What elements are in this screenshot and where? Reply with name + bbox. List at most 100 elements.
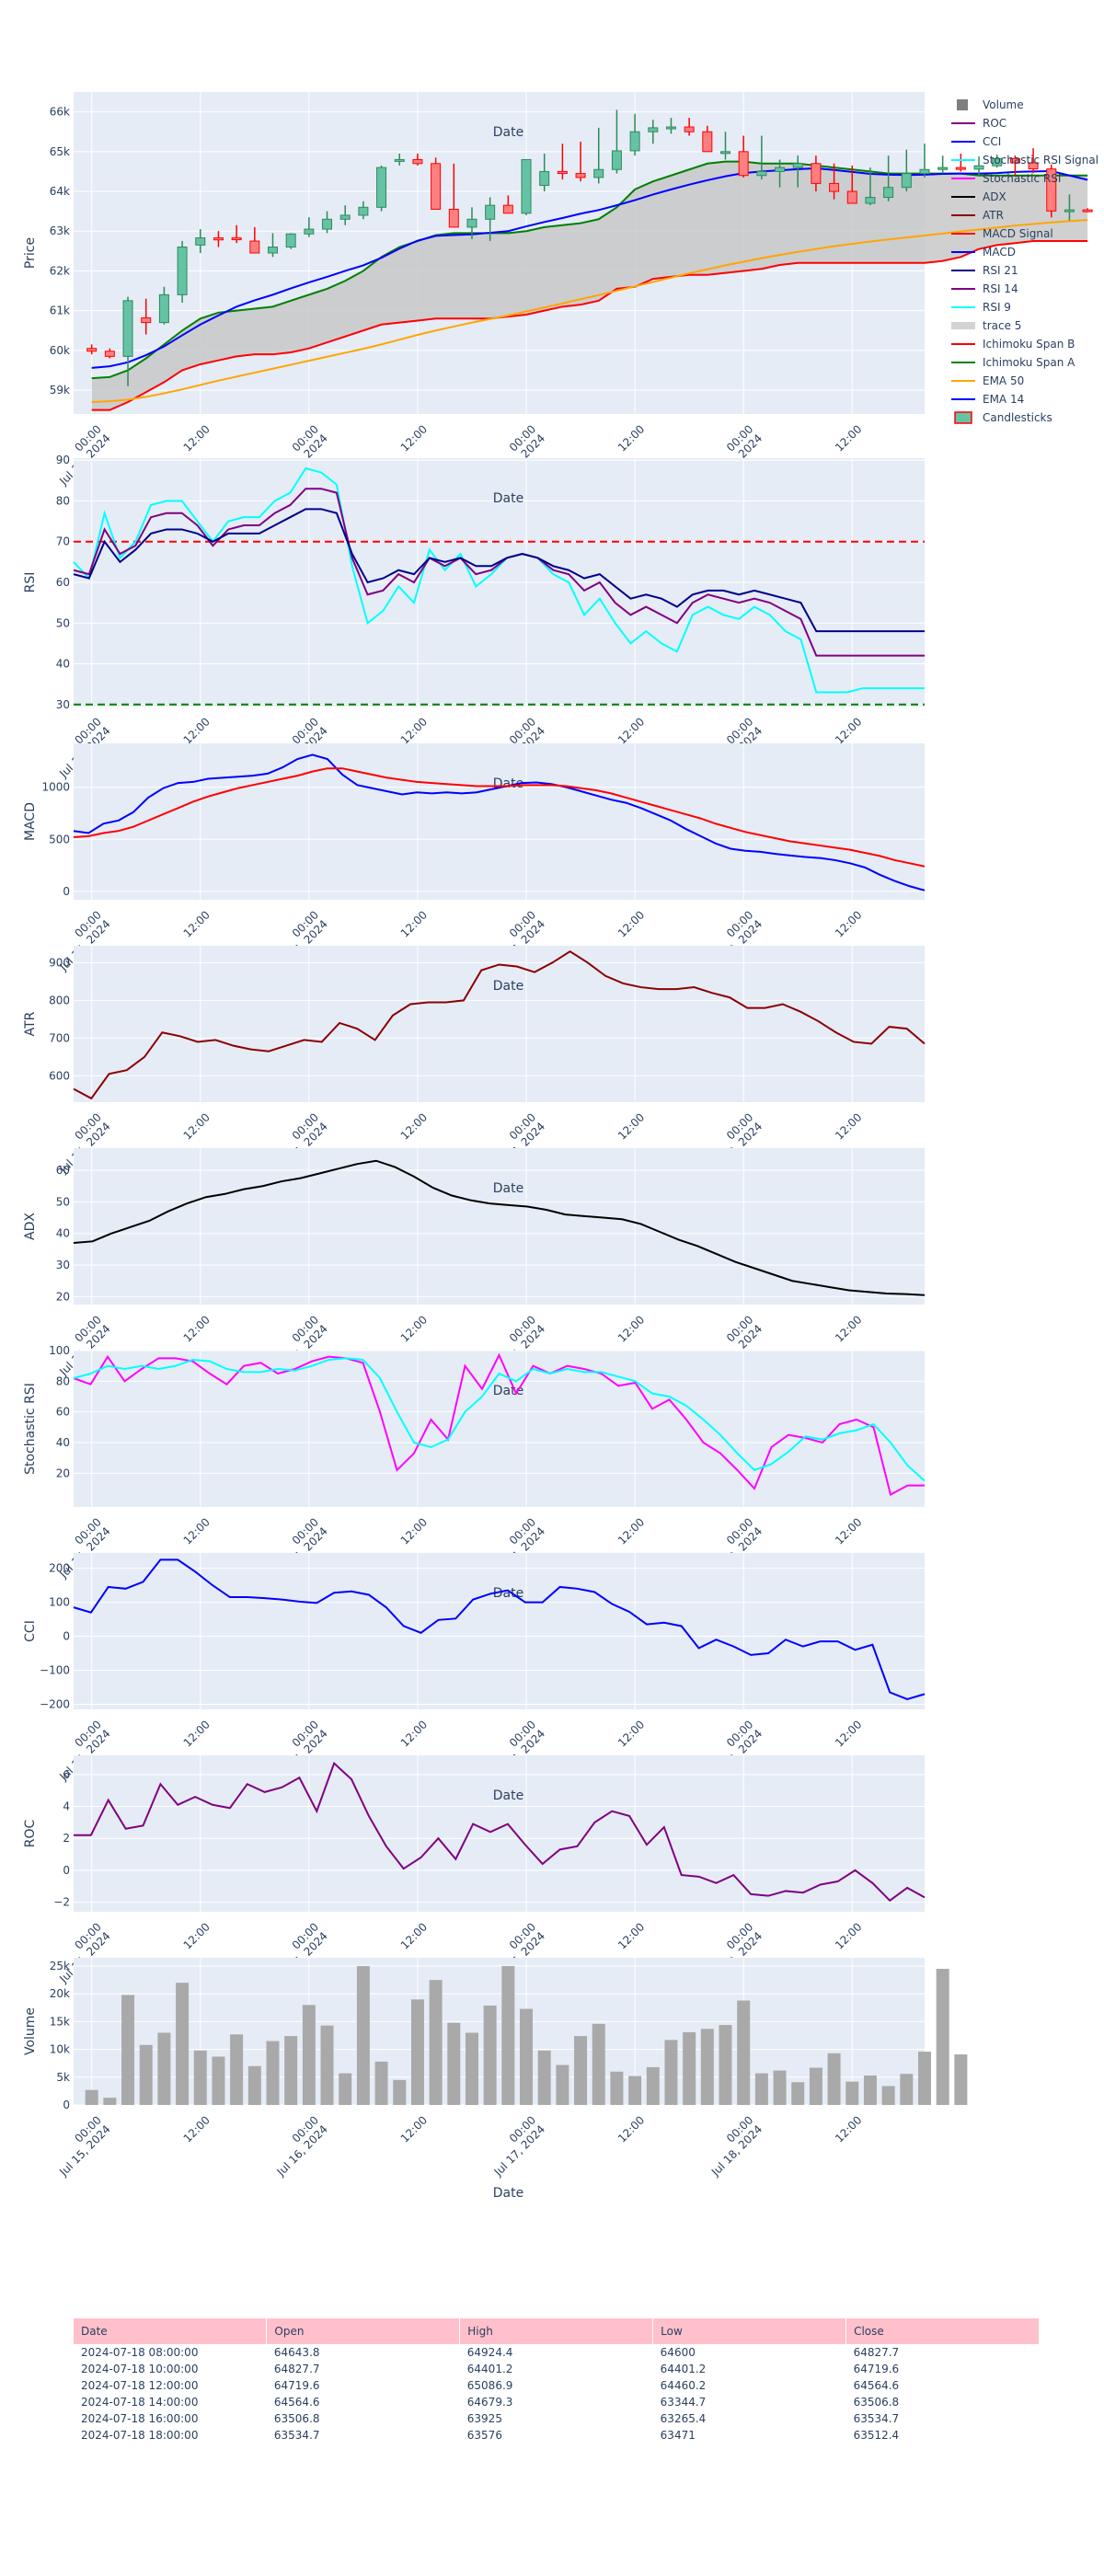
x-tick-label: 12:00 [615,1313,647,1344]
y-axis-title: ATR [23,1011,38,1036]
legend-item: Stochastic RSI [951,172,1061,185]
candle-body [973,165,984,170]
cci-line [73,1558,926,1700]
candle-body [502,204,513,214]
table-cell: 64401.2 [660,2363,707,2375]
y-tick-label: 15k [50,2015,70,2028]
legend-label: Candlesticks [983,411,1052,424]
x-tick-label: 12:00 [615,1515,647,1547]
candle-body [431,163,442,210]
volume-bar [683,2031,696,2105]
candle [358,201,369,220]
table-cell: 2024-07-18 12:00:00 [81,2379,199,2392]
y-tick-label: −200 [40,1697,70,1710]
legend-item: ADX [951,190,1006,203]
stoch-rsi-line [73,1352,925,1497]
candle [322,211,333,234]
table-cell: 63506.8 [273,2412,320,2425]
table-cell: 63344.7 [660,2396,707,2409]
candle-body [1028,162,1039,170]
candle [720,132,731,160]
volume-bar [447,2022,461,2105]
candle-body [485,204,496,220]
legend-item: EMA 50 [951,374,1024,387]
volume-bar [863,2076,877,2105]
candle [1046,164,1057,218]
table-header-low: Low [652,2318,847,2344]
legend-item: ROC [951,117,1006,130]
candle-body [684,126,695,132]
candle [122,296,133,386]
y-tick-label: 700 [49,1031,70,1044]
candle [339,205,351,225]
candle-body [738,151,749,177]
x-tick-label: 12:00 [833,908,864,939]
candle [249,226,260,254]
legend-label: EMA 14 [983,393,1024,406]
y-tick-label: 0 [63,2099,70,2111]
y-tick-label: 30 [56,1259,70,1271]
y-tick-label: 10k [50,2043,70,2056]
legend-label: RSI 9 [983,301,1011,314]
candle-body [249,240,260,254]
x-tick-label: 12:00 [615,1718,647,1749]
candle-body [648,127,659,132]
candle [629,113,640,156]
y-tick-label: 59k [50,384,70,397]
candle-body [394,158,405,162]
plot-background [74,1755,925,1912]
y-tick-label: 25k [50,1960,70,1972]
candle [665,118,676,134]
volume-bar [374,2061,388,2105]
table-row: 2024-07-18 16:00:00 63506.8 63925 63265.… [74,2410,1040,2427]
roc-line [74,1761,926,1903]
y-tick-label: −100 [40,1664,70,1677]
volume-bar [900,2074,914,2105]
y-tick-label: 500 [49,833,70,845]
y-tick-label: 800 [49,994,70,1006]
candle-body [901,173,912,189]
volume-bar [483,2005,497,2105]
plot-background [74,946,925,1102]
legend-label: ATR [983,209,1004,222]
y-tick-label: 20 [56,1466,70,1479]
table-cell: 63471 [660,2429,696,2442]
legend-label: EMA 50 [983,374,1024,387]
x-axis-title: Date [493,979,523,994]
plot-background [74,743,925,900]
table-cell: 63506.8 [853,2396,900,2409]
x-tick-label: 12:00 [181,908,213,939]
table-cell: 64643.8 [273,2346,320,2359]
table-row: 2024-07-18 12:00:00 64719.6 65086.9 6446… [74,2377,1040,2394]
table-cell: 2024-07-18 10:00:00 [81,2363,199,2375]
y-tick-label: 80 [56,1374,70,1387]
table-header-open: Open [266,2318,461,2344]
x-tick-label: 12:00 [398,1313,430,1344]
table-row: 2024-07-18 10:00:00 64827.7 64401.2 6440… [74,2361,1040,2377]
volume-bar [520,2008,534,2105]
volume-bar [773,2070,787,2105]
table-cell: 64679.3 [466,2396,513,2409]
volume-bar [827,2053,841,2105]
table-cell: 64719.6 [273,2379,320,2392]
candle-body [141,316,152,324]
x-tick-label: 12:00 [615,422,647,454]
volume-bar [737,2000,751,2105]
volume-bar [103,2098,117,2105]
table-cell: 64564.6 [273,2396,320,2409]
candle-body [1082,209,1093,213]
candle [775,159,786,188]
x-tick-label: 12:00 [833,1920,864,1951]
table-header-row: Date Open High Low Close [74,2318,1040,2344]
candle-body [865,197,876,204]
x-tick-label: 12:00 [181,1718,213,1749]
legend-item: CCI [951,135,1001,148]
candle [1028,148,1039,174]
x-tick-label: 00:00Jul 16, 2024 [265,2113,330,2179]
y-axis-title: Stochastic RSI [23,1383,38,1475]
y-tick-label: 63k [50,224,70,237]
x-axis-title: Date [493,1181,523,1196]
